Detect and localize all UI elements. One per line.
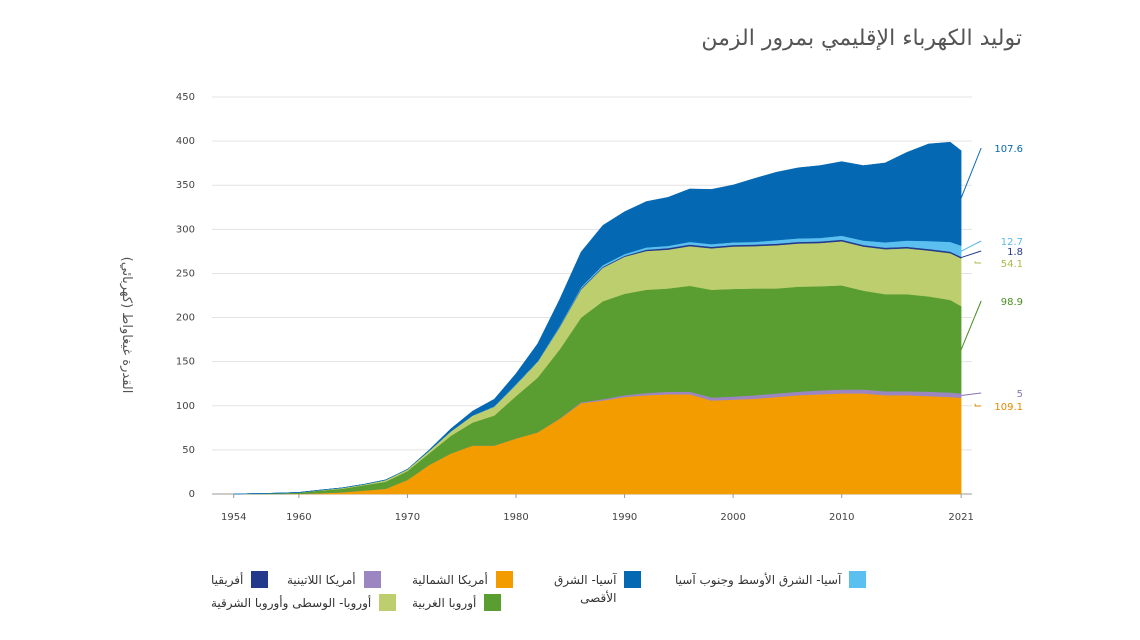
legend-swatch	[251, 571, 269, 588]
x-tick-label: 1954	[221, 512, 246, 523]
y-tick-label: 350	[176, 180, 195, 191]
legend-item-western-europe: أوروبا الغربية	[412, 594, 502, 612]
end-label-leader	[960, 250, 982, 259]
legend-label: أمريكا الشمالية	[412, 573, 488, 587]
end-label-leader	[960, 240, 982, 252]
legend-item-africa: أفريقيا	[211, 571, 269, 589]
legend-swatch	[849, 571, 867, 588]
legend-label-line: الأقصى	[580, 591, 617, 605]
end-label: 109.1	[994, 402, 1023, 413]
y-tick-label: 100	[176, 401, 195, 412]
legend-label: أفريقيا	[211, 573, 244, 587]
legend-item-far-east-asia: آسيا- الشرق الأقصى	[554, 571, 642, 607]
end-label: 12.7	[1001, 237, 1023, 248]
y-tick-label: 250	[176, 268, 195, 279]
chart-title: توليد الكهرباء الإقليمي بمرور الزمن	[701, 26, 1022, 51]
legend-item-latin-america: أمريكا اللاتينية	[287, 571, 381, 589]
end-labels: 109.1 5 98.9 54.11.812.7 107.6	[960, 144, 1023, 413]
legend-label: أمريكا اللاتينية	[287, 573, 356, 587]
legend-item-middle-east-south-asia: آسيا- الشرق الأوسط وجنوب آسيا	[675, 571, 867, 589]
y-axis-label: القدرة غيغاواط (كهربائي)	[119, 257, 134, 394]
y-tick-label: 400	[176, 136, 195, 147]
y-tick-label: 50	[182, 445, 195, 456]
legend-item-central-eastern-europe: أوروبا- الوسطى وأوروبا الشرقية	[211, 594, 397, 612]
legend-swatch	[363, 571, 381, 588]
legend-label: آسيا- الشرق الأقصى	[554, 571, 616, 607]
legend-swatch	[379, 594, 397, 611]
x-tick-label: 2000	[720, 512, 745, 523]
legend: أفريقيا أمريكا اللاتينية أمريكا الشمالية…	[205, 568, 905, 628]
y-tick-label: 0	[189, 489, 195, 500]
end-label: 107.6	[994, 144, 1023, 155]
y-tick-label: 450	[176, 92, 195, 103]
legend-label: آسيا- الشرق الأوسط وجنوب آسيا	[675, 573, 842, 587]
end-label-leader	[961, 392, 982, 397]
y-tick-label: 200	[176, 313, 195, 324]
end-label: 98.9	[1001, 297, 1023, 308]
y-tick-label: 300	[176, 224, 195, 235]
y-tick-label: 150	[176, 357, 195, 368]
x-tick-label: 2021	[948, 512, 973, 523]
end-label: 5	[1017, 389, 1023, 400]
axes: 0 50 100 150 200 250 300 350 400 450 1954 1960 1970 1…	[176, 92, 974, 523]
x-tick-label: 1970	[395, 512, 420, 523]
legend-item-north-america: أمريكا الشمالية	[412, 571, 513, 589]
stacked-areas	[233, 141, 962, 495]
x-tick-label: 1990	[612, 512, 637, 523]
legend-swatch	[484, 594, 502, 611]
legend-swatch	[624, 571, 642, 588]
x-tick-label: 1960	[286, 512, 311, 523]
end-label: 54.1	[1001, 259, 1023, 270]
end-label-leader	[960, 300, 982, 350]
area-series-0	[233, 393, 962, 495]
x-tick-label: 1980	[503, 512, 528, 523]
legend-label: أوروبا الغربية	[412, 596, 477, 610]
end-label-leader	[960, 147, 982, 199]
end-label-leader	[974, 403, 982, 407]
x-tick-label: 2010	[829, 512, 854, 523]
end-label-leader	[974, 261, 982, 264]
end-label: 1.8	[1007, 247, 1023, 258]
legend-label-line: آسيا- الشرق	[554, 573, 617, 587]
legend-swatch	[495, 571, 513, 588]
legend-label: أوروبا- الوسطى وأوروبا الشرقية	[211, 596, 372, 610]
